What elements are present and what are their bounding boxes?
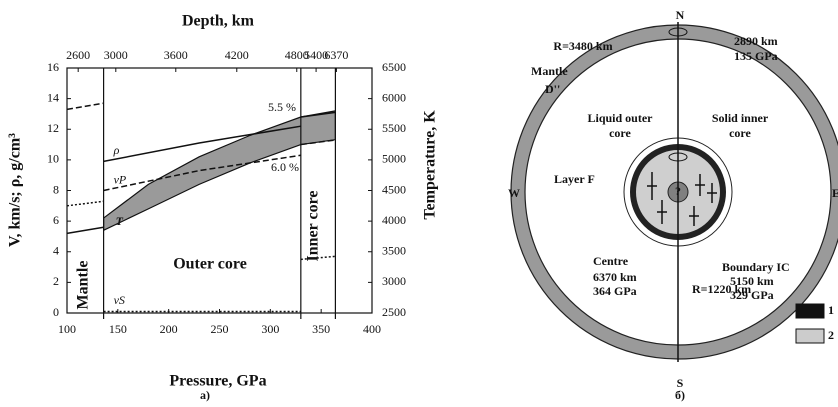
y2-tick-label: 3000 — [382, 274, 406, 288]
plot-frame — [67, 68, 372, 313]
x2-tick-label: 3600 — [164, 48, 188, 62]
depth-label: 6370 km — [593, 270, 637, 284]
radius-label: R=1220 km — [692, 282, 751, 296]
boundary-label: Boundary IC — [722, 260, 790, 274]
outer-core-label: core — [609, 126, 631, 140]
x-tick-label: 100 — [58, 322, 76, 336]
caption: б) — [675, 388, 685, 402]
x2-tick-label: 2600 — [66, 48, 90, 62]
legend-swatch — [796, 304, 824, 318]
outer-core-label: Liquid outer — [587, 111, 653, 125]
y2-tick-label: 4500 — [382, 182, 406, 196]
y2-tick-label: 4000 — [382, 213, 406, 227]
y-tick-label: 10 — [47, 152, 59, 166]
region-label: Inner core — [305, 191, 322, 262]
y-tick-label: 0 — [53, 305, 59, 319]
region-label: Outer core — [173, 256, 247, 273]
mantle-label: Mantle — [531, 64, 568, 78]
y-tick-label: 4 — [53, 244, 59, 258]
x-tick-label: 400 — [363, 322, 381, 336]
inner-core-label: core — [729, 126, 751, 140]
figure: TρvPvS1001502002503003504002600300036004… — [0, 0, 838, 407]
y-tick-label: 2 — [53, 274, 59, 288]
x-tick-label: 250 — [211, 322, 229, 336]
series-label: T — [116, 214, 124, 228]
x-tick-label: 200 — [160, 322, 178, 336]
x2-tick-label: 6370 — [324, 48, 348, 62]
y-tick-label: 6 — [53, 213, 59, 227]
x-tick-label: 150 — [109, 322, 127, 336]
y2-tick-label: 5000 — [382, 152, 406, 166]
series-label: vS — [114, 293, 125, 307]
layer-label: D'' — [545, 82, 560, 96]
layer-f-label: Layer F — [554, 172, 595, 186]
y-tick-label: 8 — [53, 182, 59, 196]
legend-label: 1 — [828, 303, 834, 317]
y2-tick-label: 6000 — [382, 90, 406, 104]
annotation: 6.0 % — [271, 160, 299, 174]
x-tick-label: 300 — [261, 322, 279, 336]
pole-label: W — [508, 186, 520, 200]
series-label: vP — [114, 172, 127, 186]
legend-swatch — [796, 329, 824, 343]
unknown-mark: ? — [675, 184, 681, 198]
centre-label: Centre — [593, 254, 629, 268]
caption: а) — [200, 388, 210, 402]
radius-label: R=3480 km — [553, 39, 612, 53]
y2-axis-title: Temperature, K — [422, 110, 439, 220]
region-label: Mantle — [75, 261, 92, 310]
y-tick-label: 12 — [47, 121, 59, 135]
pole-label: E — [832, 186, 838, 200]
y2-tick-label: 3500 — [382, 244, 406, 258]
x-tick-label: 350 — [312, 322, 330, 336]
pressure-label: 364 GPa — [593, 284, 637, 298]
y-tick-label: 16 — [47, 60, 59, 74]
x2-tick-label: 3000 — [104, 48, 128, 62]
pressure-label: 135 GPa — [734, 49, 778, 63]
pole-label: N — [676, 8, 685, 22]
y2-tick-label: 5500 — [382, 121, 406, 135]
x2-axis-title: Depth, km — [182, 13, 255, 30]
series-label: ρ — [113, 143, 120, 157]
y-axis-title: V, km/s; ρ, g/cm³ — [7, 133, 24, 247]
y2-tick-label: 2500 — [382, 305, 406, 319]
x2-tick-label: 4200 — [225, 48, 249, 62]
depth-label: 2890 km — [734, 34, 778, 48]
legend-label: 2 — [828, 328, 834, 342]
annotation: 5.5 % — [268, 100, 296, 114]
y-tick-label: 14 — [47, 90, 59, 104]
inner-core-label: Solid inner — [712, 111, 769, 125]
y2-tick-label: 6500 — [382, 60, 406, 74]
x-axis-title: Pressure, GPa — [169, 373, 266, 390]
